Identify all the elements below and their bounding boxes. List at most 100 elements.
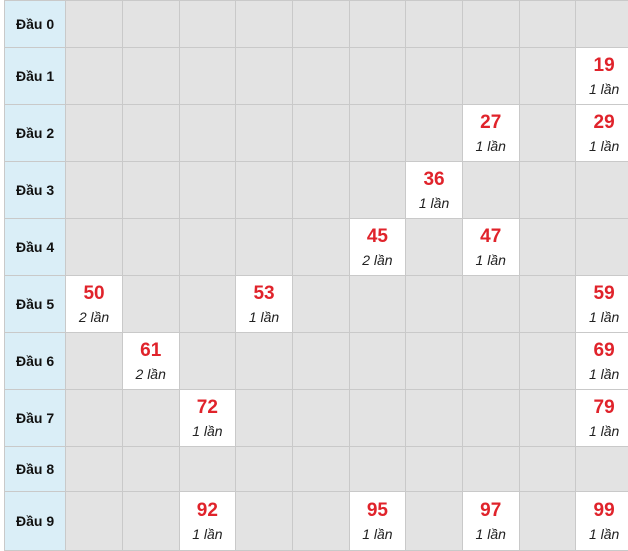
number-cell: 27 1 lần: [461, 104, 520, 162]
empty-cell: [65, 446, 123, 492]
row-header: Đầu 1: [3, 47, 67, 105]
empty-cell: [178, 275, 237, 333]
lotto-number: 27: [480, 111, 502, 133]
number-cell: 53 1 lần: [235, 275, 293, 333]
lotto-number: 45: [366, 225, 388, 247]
empty-cell: [121, 491, 180, 551]
row-header: Đầu 6: [3, 332, 67, 390]
table-row: Đầu 0: [3, 0, 628, 48]
occurrence-count: 1 lần: [588, 525, 620, 542]
lotto-number: 72: [196, 396, 218, 418]
table-row: Đầu 3 36 1 lần: [3, 161, 628, 219]
empty-cell: [575, 161, 628, 219]
row-header: Đầu 8: [3, 446, 67, 492]
lotto-number: 59: [593, 282, 615, 304]
empty-cell: [291, 47, 350, 105]
empty-cell: [461, 0, 520, 48]
empty-cell: [518, 104, 577, 162]
empty-cell: [518, 47, 577, 105]
empty-cell: [291, 332, 350, 390]
number-cell: 50 2 lần: [65, 275, 123, 333]
empty-cell: [121, 275, 180, 333]
empty-cell: [461, 446, 520, 492]
empty-cell: [518, 491, 577, 551]
number-cell: 61 2 lần: [121, 332, 180, 390]
empty-cell: [405, 275, 463, 333]
empty-cell: [405, 491, 463, 551]
empty-cell: [235, 389, 293, 447]
table-row: Đầu 7 72 1 lần 79 1 lần: [3, 389, 628, 447]
empty-cell: [235, 161, 293, 219]
number-cell: 45 2 lần: [348, 218, 407, 276]
row-header: Đầu 3: [3, 161, 67, 219]
empty-cell: [405, 0, 463, 48]
empty-cell: [178, 218, 237, 276]
number-cell: 29 1 lần: [575, 104, 628, 162]
empty-cell: [235, 446, 293, 492]
empty-cell: [405, 218, 463, 276]
lotto-number: 99: [593, 499, 615, 521]
number-cell: 47 1 lần: [461, 218, 520, 276]
occurrence-count: 1 lần: [588, 137, 620, 154]
occurrence-count: 1 lần: [362, 525, 393, 542]
row-header: Đầu 7: [3, 389, 67, 447]
empty-cell: [348, 446, 407, 492]
empty-cell: [65, 0, 123, 48]
occurrence-count: 1 lần: [475, 251, 506, 268]
occurrence-count: 1 lần: [192, 525, 223, 542]
empty-cell: [348, 389, 407, 447]
empty-cell: [348, 161, 407, 219]
empty-cell: [461, 332, 520, 390]
table-row: Đầu 1 19 1 lần: [3, 47, 628, 105]
empty-cell: [461, 47, 520, 105]
empty-cell: [65, 332, 123, 390]
empty-cell: [65, 218, 123, 276]
lotto-number: 95: [366, 499, 388, 521]
occurrence-count: 2 lần: [362, 251, 393, 268]
lotto-number: 69: [593, 339, 615, 361]
table-row: Đầu 6 61 2 lần 69 1 lần: [3, 332, 628, 390]
empty-cell: [518, 389, 577, 447]
empty-cell: [235, 104, 293, 162]
empty-cell: [178, 446, 237, 492]
empty-cell: [121, 446, 180, 492]
empty-cell: [575, 446, 628, 492]
number-cell: 99 1 lần: [575, 491, 628, 551]
empty-cell: [291, 104, 350, 162]
number-cell: 79 1 lần: [575, 389, 628, 447]
empty-cell: [235, 47, 293, 105]
lotto-number: 92: [196, 499, 218, 521]
empty-cell: [65, 47, 123, 105]
lotto-number: 47: [480, 225, 502, 247]
empty-cell: [575, 0, 628, 48]
empty-cell: [461, 275, 520, 333]
empty-cell: [518, 332, 577, 390]
empty-cell: [518, 446, 577, 492]
empty-cell: [348, 104, 407, 162]
frequency-table: Đầu 0 Đầu 1 19 1 lần Đầu 2 27 1 lần 29 1 lần Đầu …: [3, 0, 628, 551]
empty-cell: [348, 0, 407, 48]
table-row: Đầu 4 45 2 lần 47 1 lần: [3, 218, 628, 276]
table-row: Đầu 2 27 1 lần 29 1 lần: [3, 104, 628, 162]
empty-cell: [235, 332, 293, 390]
empty-cell: [178, 104, 237, 162]
empty-cell: [65, 104, 123, 162]
occurrence-count: 1 lần: [192, 422, 223, 439]
occurrence-count: 2 lần: [78, 308, 110, 325]
empty-cell: [291, 218, 350, 276]
empty-cell: [291, 389, 350, 447]
empty-cell: [178, 47, 237, 105]
occurrence-count: 1 lần: [418, 194, 450, 211]
number-cell: 69 1 lần: [575, 332, 628, 390]
empty-cell: [121, 389, 180, 447]
empty-cell: [291, 491, 350, 551]
number-cell: 72 1 lần: [178, 389, 237, 447]
empty-cell: [405, 389, 463, 447]
table-row: Đầu 8: [3, 446, 628, 492]
empty-cell: [235, 0, 293, 48]
lotto-number: 50: [83, 282, 105, 304]
row-header: Đầu 0: [3, 0, 67, 48]
occurrence-count: 1 lần: [588, 80, 620, 97]
empty-cell: [461, 389, 520, 447]
number-cell: 19 1 lần: [575, 47, 628, 105]
